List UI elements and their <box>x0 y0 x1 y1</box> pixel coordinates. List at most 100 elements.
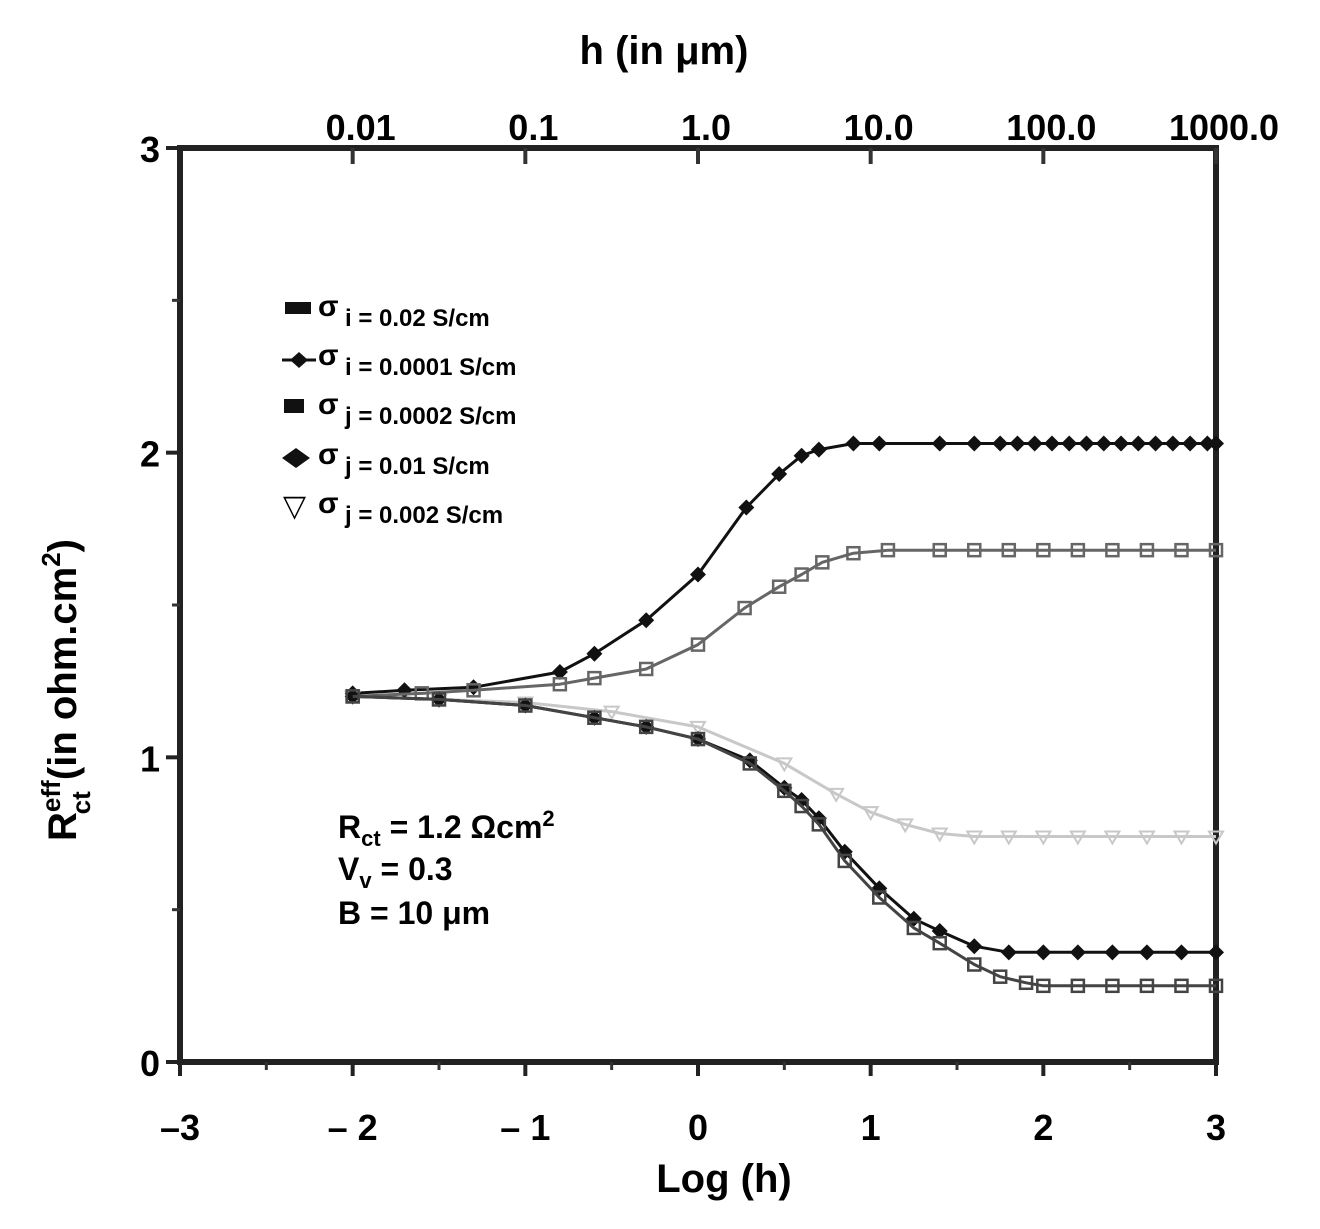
legend-marker-diamond <box>290 352 308 368</box>
data-point <box>967 542 982 558</box>
data-point <box>1113 435 1130 452</box>
annotation-rct-text: = 1.2 Ωcm <box>381 809 543 845</box>
data-point <box>1172 830 1191 846</box>
data-point <box>827 787 845 803</box>
data-point <box>1208 978 1224 994</box>
data-point <box>1036 978 1051 994</box>
y-tick-label: 2 <box>140 434 160 475</box>
data-point <box>880 542 896 558</box>
data-point <box>431 692 447 707</box>
legend-item: ▽ σ j = 0.002 S/cm <box>283 487 503 529</box>
data-point <box>1139 978 1155 994</box>
legend-item: σ j = 0.0002 S/cm <box>284 388 516 430</box>
series-layer <box>343 435 1225 994</box>
data-point <box>1069 944 1086 961</box>
data-point <box>690 566 706 583</box>
data-point <box>1139 542 1155 558</box>
y-axis-title: Reffct (in ohm.cm2) <box>36 539 96 841</box>
data-point <box>1208 944 1224 961</box>
top-tick-label: 1000.0 <box>1169 107 1279 148</box>
data-point <box>932 542 947 558</box>
data-point <box>931 435 948 452</box>
data-point <box>1103 830 1122 846</box>
y-axis-title-close: ) <box>41 539 85 552</box>
legend-label: j = 0.0002 S/cm <box>344 403 516 430</box>
data-point <box>930 827 949 843</box>
data-point <box>931 922 948 939</box>
annotation-rct-sup: 2 <box>542 806 554 831</box>
legend-sigma: σ <box>318 290 339 323</box>
data-point <box>871 435 888 452</box>
data-point <box>837 853 853 869</box>
data-point <box>690 731 706 747</box>
data-point <box>811 817 827 832</box>
data-point <box>1069 830 1087 846</box>
x-tick-label: 0 <box>688 1107 708 1148</box>
top-tick-label: 10.0 <box>844 107 914 148</box>
annotation-rct-main: R <box>338 809 361 845</box>
data-point <box>1026 435 1043 452</box>
legend-label: j = 0.01 S/cm <box>344 453 490 480</box>
data-point <box>1138 830 1156 846</box>
data-point <box>602 705 621 721</box>
annotation-b: B = 10 μm <box>338 895 490 931</box>
data-point <box>793 447 810 464</box>
data-point <box>1207 830 1225 846</box>
data-point <box>906 920 922 936</box>
data-point <box>777 783 792 799</box>
x-tick-label: 2 <box>1033 1107 1053 1148</box>
annotation-vv-sub: v <box>359 868 372 893</box>
data-point <box>638 719 654 735</box>
annotation-rct-sub: ct <box>361 826 381 851</box>
data-point <box>966 938 983 955</box>
data-point <box>965 830 984 846</box>
annotation-vv-main: V <box>338 851 360 887</box>
annotation: Rct = 1.2 Ωcm2 Vv = 0.3 B = 10 μm <box>338 806 555 931</box>
legend-label: j = 0.002 S/cm <box>344 502 503 529</box>
data-point <box>466 683 481 698</box>
data-point <box>1035 944 1052 961</box>
data-point <box>1070 542 1086 558</box>
data-point <box>1199 435 1216 452</box>
legend: σ i = 0.02 S/cm σ i = 0.0001 S/cm σ j = … <box>282 290 516 529</box>
data-point <box>1000 830 1018 846</box>
plot-frame <box>177 145 1219 1065</box>
data-point <box>771 579 787 594</box>
y-axis-title-sup: eff <box>36 780 66 812</box>
data-point <box>1104 944 1121 961</box>
x-tick-label: 3 <box>1206 1107 1226 1148</box>
series <box>345 689 1224 994</box>
x-axis-title: Log (h) <box>656 1157 792 1201</box>
data-point <box>738 499 755 516</box>
data-point <box>1034 830 1053 846</box>
data-point <box>1070 978 1086 994</box>
data-point <box>846 545 861 561</box>
legend-sigma: σ <box>318 438 339 471</box>
data-point <box>689 720 707 736</box>
data-point <box>742 756 758 771</box>
y-axis-title-rest: (in ohm.cm <box>41 567 85 791</box>
series-line <box>352 442 1216 695</box>
legend-label: i = 0.02 S/cm <box>345 305 490 332</box>
data-point <box>1173 944 1190 961</box>
data-point <box>1138 944 1155 961</box>
x-tick-label: – 1 <box>500 1107 550 1148</box>
legend-item: σ i = 0.02 S/cm <box>285 290 490 332</box>
data-point <box>1105 978 1120 994</box>
x-tick-label: 1 <box>861 1107 881 1148</box>
data-point <box>518 698 533 713</box>
data-point <box>587 710 602 725</box>
data-point <box>872 890 887 905</box>
x-tick-label: –3 <box>160 1107 200 1148</box>
annotation-rct: Rct = 1.2 Ωcm2 <box>338 806 555 851</box>
data-point <box>967 957 982 972</box>
data-point <box>992 435 1009 452</box>
series-line <box>352 694 1216 988</box>
series-line <box>352 694 1216 838</box>
data-point <box>552 676 568 692</box>
data-point <box>1105 542 1120 558</box>
legend-marker-triangle: ▽ <box>283 490 306 523</box>
y-tick-label: 1 <box>140 738 160 779</box>
top-tick-label: 0.01 <box>326 107 396 148</box>
data-point <box>1001 542 1017 558</box>
